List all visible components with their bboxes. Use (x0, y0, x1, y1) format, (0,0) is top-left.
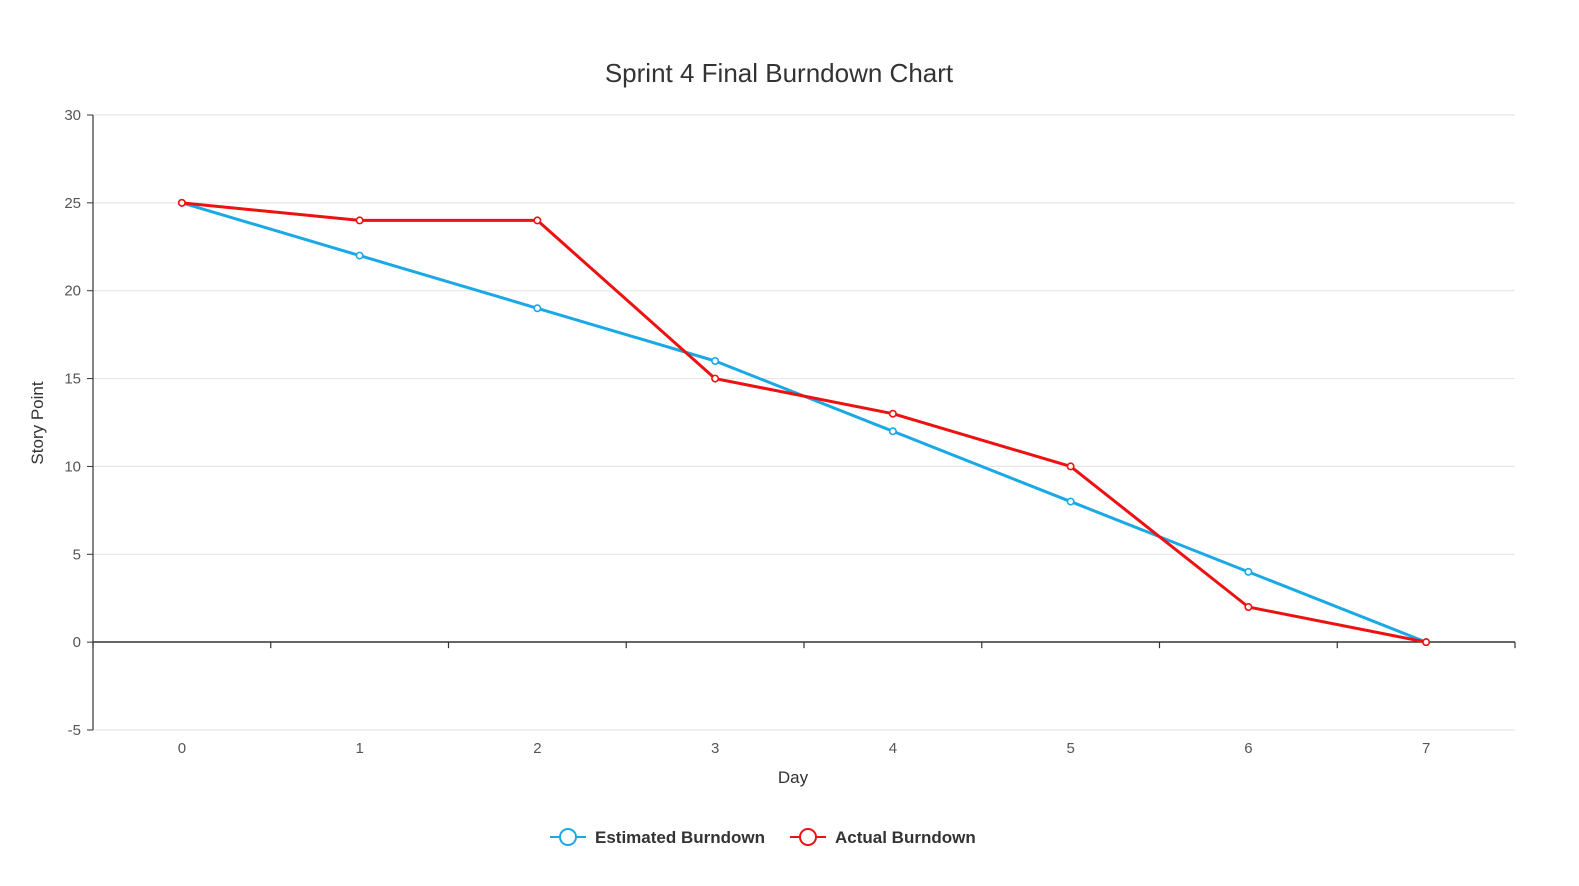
y-tick-label: -5 (68, 722, 81, 739)
y-axis-label: Story Point (28, 381, 47, 464)
data-point[interactable] (177, 198, 186, 207)
legend-item[interactable]: Actual Burndown (790, 828, 976, 847)
y-tick-label: 30 (64, 107, 81, 124)
series-line (181, 201, 1427, 644)
x-axis-label: Day (778, 768, 809, 787)
chart-title: Sprint 4 Final Burndown Chart (605, 58, 954, 88)
data-point[interactable] (1244, 602, 1253, 611)
y-tick-label: 5 (73, 546, 81, 563)
series-layer (177, 198, 1431, 647)
data-point[interactable] (711, 356, 720, 365)
data-point[interactable] (355, 251, 364, 260)
data-point[interactable] (1066, 497, 1075, 506)
data-point[interactable] (1066, 462, 1075, 471)
y-tick-label: 25 (64, 195, 81, 212)
data-point[interactable] (1422, 638, 1431, 647)
series-line (181, 201, 1427, 644)
grid-lines (93, 114, 1515, 731)
x-tick-label: 1 (355, 740, 363, 757)
y-tick-label: 10 (64, 458, 81, 475)
x-tick-label: 7 (1422, 740, 1430, 757)
legend[interactable]: Estimated Burndown Actual Burndown (550, 828, 976, 847)
data-point[interactable] (533, 216, 542, 225)
legend-marker-icon (799, 828, 817, 846)
x-tick-label: 3 (711, 740, 719, 757)
axes (92, 115, 1515, 730)
data-point[interactable] (355, 216, 364, 225)
data-point[interactable] (533, 304, 542, 313)
x-tick-label: 4 (889, 740, 897, 757)
data-point[interactable] (888, 427, 897, 436)
y-ticks: -5 0 5 10 15 20 25 30 (64, 107, 93, 739)
y-tick-label: 20 (64, 283, 81, 300)
legend-item[interactable]: Estimated Burndown (550, 828, 765, 847)
legend-marker-icon (559, 828, 577, 846)
x-tick-label: 0 (178, 740, 186, 757)
x-tick-label: 5 (1066, 740, 1074, 757)
y-tick-label: 15 (64, 371, 81, 388)
series-0 (177, 198, 1431, 647)
legend-label: Estimated Burndown (595, 828, 765, 847)
series-1 (177, 198, 1431, 647)
y-tick-label: 0 (73, 634, 81, 651)
legend-label: Actual Burndown (835, 828, 976, 847)
data-point[interactable] (888, 409, 897, 418)
x-ticks: 0 1 2 3 4 5 6 7 (92, 642, 1516, 757)
data-point[interactable] (1244, 567, 1253, 576)
x-tick-label: 6 (1244, 740, 1252, 757)
data-point[interactable] (711, 374, 720, 383)
x-tick-label: 2 (533, 740, 541, 757)
